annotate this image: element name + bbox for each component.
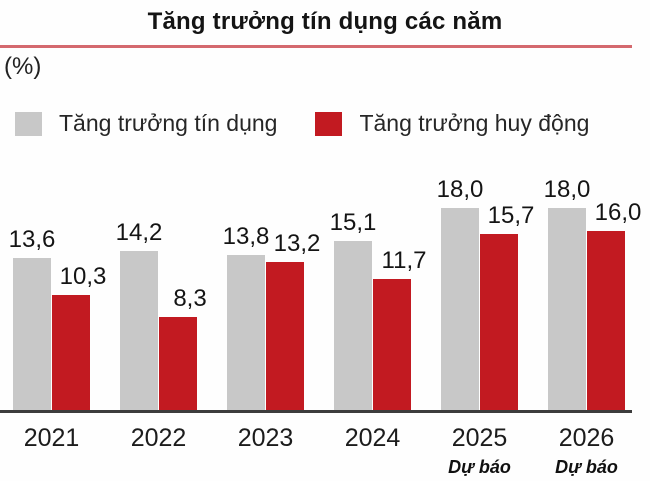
- bar-deposit-2022: [159, 317, 197, 410]
- forecast-note-2026: Dự báo: [555, 457, 618, 477]
- bar-value-label-credit-2026: 18,0: [543, 176, 591, 203]
- bar-deposit-2023: [266, 262, 304, 410]
- bar-value-label-deposit-2025: 15,7: [487, 202, 535, 229]
- page-title: Tăng trưởng tín dụng các năm: [147, 8, 503, 35]
- bar-credit-2026: [548, 208, 586, 410]
- title-underline: [0, 45, 632, 48]
- bar-value-label-deposit-2026: 16,0: [594, 199, 642, 226]
- bar-deposit-2021: [52, 295, 90, 410]
- legend-item-credit: Tăng trưởng tín dụng: [15, 110, 277, 137]
- bar-value-label-credit-2024: 15,1: [329, 209, 377, 236]
- bar-credit-2021: [13, 258, 51, 410]
- legend: Tăng trưởng tín dụng Tăng trưởng huy độn…: [15, 110, 589, 137]
- x-axis-label-2026: 2026: [558, 424, 615, 452]
- x-axis-label-2025: 2025: [451, 424, 508, 452]
- y-axis-unit-label: (%): [4, 53, 42, 80]
- bar-deposit-2025: [480, 234, 518, 410]
- legend-swatch-deposit-icon: [315, 111, 343, 136]
- bar-value-label-credit-2022: 14,2: [115, 219, 163, 246]
- bar-value-label-deposit-2023: 13,2: [273, 230, 321, 257]
- bar-deposit-2026: [587, 231, 625, 410]
- bar-deposit-2024: [373, 279, 411, 410]
- legend-label-deposit: Tăng trưởng huy động: [359, 110, 590, 136]
- bar-credit-2024: [334, 241, 372, 410]
- x-axis-label-2024: 2024: [344, 424, 401, 452]
- legend-label-credit: Tăng trưởng tín dụng: [59, 110, 278, 136]
- bar-credit-2025: [441, 208, 479, 410]
- bar-credit-2023: [227, 255, 265, 410]
- bar-value-label-credit-2025: 18,0: [436, 176, 484, 203]
- x-axis-label-2021: 2021: [23, 424, 80, 452]
- bar-value-label-deposit-2024: 11,7: [381, 247, 427, 274]
- bar-value-label-deposit-2021: 10,3: [59, 263, 107, 290]
- chart: 13,6 10,3 14,2 8,3 13,8 13,2 15,1 11,7 18,0 15,7 1…: [0, 170, 650, 481]
- plot-area: 13,6 10,3 14,2 8,3 13,8 13,2 15,1 11,7 18,0 15,7 1…: [0, 170, 641, 413]
- forecast-note-2025: Dự báo: [448, 457, 511, 477]
- x-axis-label-2023: 2023: [237, 424, 294, 452]
- bar-value-label-credit-2023: 13,8: [222, 223, 270, 250]
- legend-swatch-credit-icon: [15, 111, 42, 136]
- x-axis-label-2022: 2022: [130, 424, 187, 452]
- bar-credit-2022: [120, 251, 158, 410]
- bar-value-label-credit-2021: 13,6: [8, 226, 56, 253]
- bar-value-label-deposit-2022: 8,3: [173, 285, 207, 312]
- legend-item-deposit: Tăng trưởng huy động: [315, 110, 589, 137]
